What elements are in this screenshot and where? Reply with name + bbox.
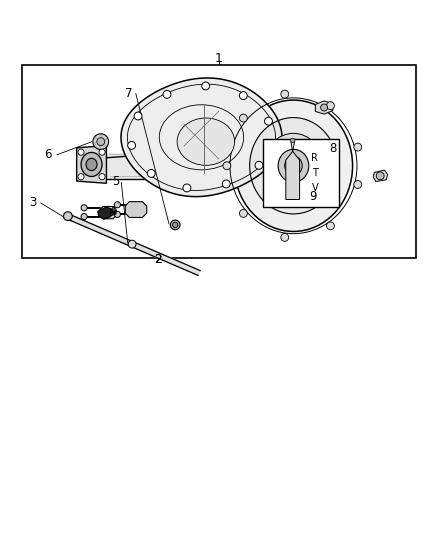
Text: 6: 6 [44, 148, 52, 161]
Text: 7: 7 [125, 87, 133, 100]
Circle shape [78, 174, 84, 180]
Circle shape [326, 222, 334, 230]
Polygon shape [111, 211, 116, 216]
Text: R: R [311, 154, 318, 164]
Circle shape [265, 117, 272, 125]
Circle shape [81, 214, 87, 220]
Circle shape [99, 174, 105, 180]
Circle shape [240, 114, 247, 122]
Circle shape [173, 222, 178, 228]
Polygon shape [77, 146, 106, 183]
Circle shape [147, 169, 155, 177]
Circle shape [114, 201, 120, 208]
Ellipse shape [250, 118, 337, 214]
Circle shape [290, 138, 295, 143]
Circle shape [183, 184, 191, 192]
Circle shape [128, 240, 136, 248]
Circle shape [354, 181, 362, 188]
Polygon shape [69, 215, 200, 276]
Ellipse shape [177, 118, 235, 165]
Circle shape [202, 82, 210, 90]
Text: 5: 5 [113, 175, 120, 188]
Circle shape [81, 205, 87, 211]
Circle shape [240, 92, 247, 100]
Circle shape [255, 161, 263, 169]
Polygon shape [315, 101, 333, 114]
Polygon shape [100, 206, 116, 219]
Circle shape [281, 90, 289, 98]
Circle shape [223, 180, 230, 188]
Text: 4: 4 [108, 205, 116, 218]
Ellipse shape [285, 156, 302, 175]
Circle shape [281, 233, 289, 241]
Text: 9: 9 [309, 190, 317, 203]
Circle shape [354, 143, 362, 151]
Text: V: V [311, 183, 318, 193]
Ellipse shape [234, 100, 353, 231]
Bar [22, 65, 416, 258]
Circle shape [99, 149, 105, 155]
Polygon shape [125, 201, 147, 217]
Circle shape [240, 209, 247, 217]
Text: 3: 3 [29, 197, 36, 209]
Circle shape [134, 112, 142, 120]
Text: 2: 2 [154, 253, 162, 266]
Circle shape [114, 211, 120, 217]
Circle shape [321, 104, 328, 111]
Ellipse shape [81, 152, 102, 176]
Circle shape [78, 149, 84, 155]
Circle shape [128, 141, 136, 149]
Polygon shape [121, 78, 282, 197]
Polygon shape [286, 151, 300, 199]
Bar [263, 140, 339, 207]
Circle shape [64, 212, 72, 221]
Text: 1: 1 [215, 52, 223, 65]
Ellipse shape [86, 158, 97, 171]
Circle shape [93, 134, 109, 150]
Text: T: T [312, 168, 318, 179]
Polygon shape [373, 170, 388, 182]
Text: 8: 8 [329, 142, 336, 155]
Circle shape [326, 102, 334, 110]
Circle shape [223, 162, 231, 169]
Circle shape [376, 172, 384, 180]
Circle shape [97, 138, 105, 146]
Circle shape [170, 220, 180, 230]
Text: 2: 2 [154, 253, 162, 266]
Ellipse shape [264, 133, 323, 198]
Ellipse shape [278, 149, 309, 182]
Circle shape [163, 91, 171, 98]
Bar [105, 154, 245, 179]
Polygon shape [98, 207, 113, 219]
